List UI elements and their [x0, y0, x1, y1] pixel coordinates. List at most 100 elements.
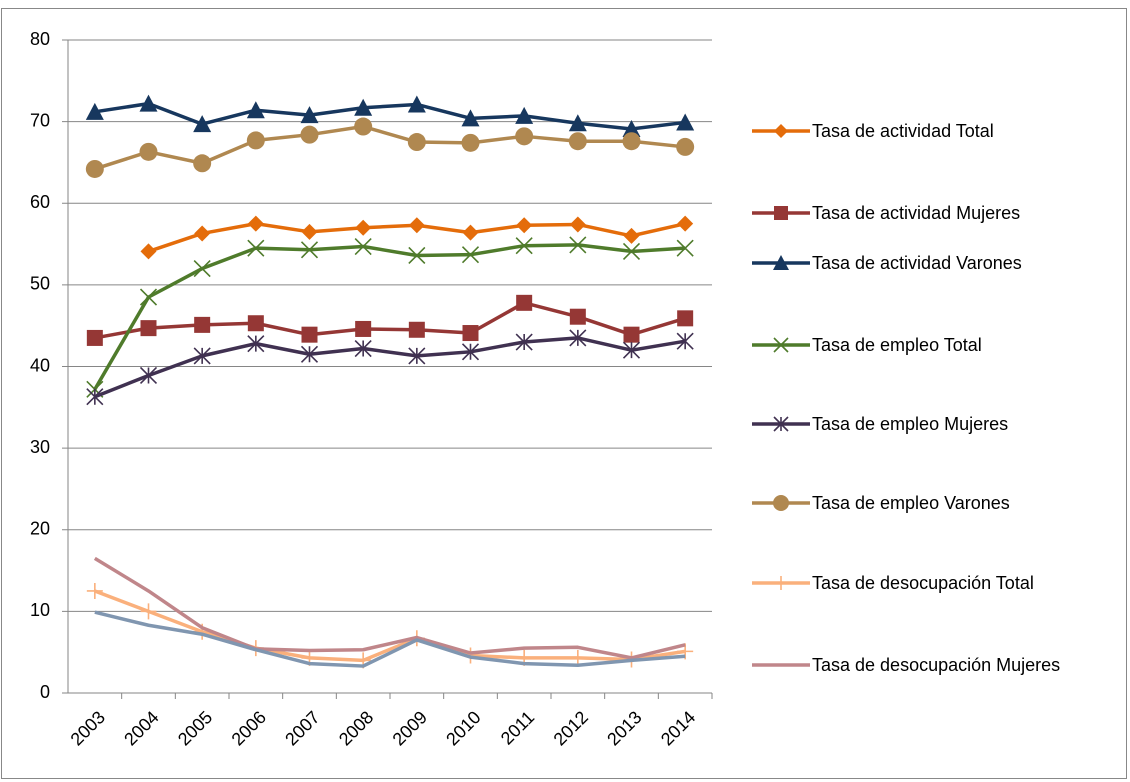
series-line [94, 336, 686, 399]
marker [247, 215, 264, 232]
marker [461, 343, 480, 361]
series-line [94, 124, 686, 171]
x-tick-label: 2013 [603, 707, 645, 749]
legend-symbol [752, 124, 810, 138]
marker [247, 239, 265, 257]
marker [407, 95, 426, 113]
legend-symbol [752, 663, 810, 667]
series-line [94, 589, 686, 663]
marker [140, 320, 157, 337]
marker [85, 159, 104, 178]
x-tick-label: 2008 [335, 707, 377, 749]
marker [568, 132, 587, 151]
marker [773, 255, 789, 270]
marker [516, 217, 533, 234]
legend-label: Tasa de desocupación Mujeres [812, 655, 1061, 675]
marker [193, 259, 211, 278]
marker [773, 416, 789, 432]
x-tick-label: 2004 [120, 707, 162, 749]
marker [139, 142, 158, 161]
marker [515, 106, 534, 124]
marker [408, 321, 425, 338]
series-line [94, 101, 686, 131]
marker [568, 114, 587, 132]
marker [623, 227, 640, 244]
legend-item: Tasa de empleo Mujeres [752, 410, 1112, 438]
marker [354, 98, 373, 116]
marker [515, 237, 533, 255]
marker [408, 246, 426, 265]
series-line [94, 610, 686, 668]
marker [408, 347, 426, 365]
marker [139, 366, 158, 385]
marker [140, 243, 157, 260]
marker [139, 288, 158, 306]
marker [193, 154, 212, 173]
marker [300, 241, 319, 259]
legend-item: Tasa de actividad Total [752, 117, 1112, 145]
legend-label: Tasa de empleo Total [812, 335, 982, 355]
marker [622, 132, 641, 151]
marker [676, 332, 694, 350]
marker [301, 223, 318, 240]
marker [569, 649, 586, 666]
series-line [94, 301, 686, 340]
legend-item: Tasa de desocupación Mujeres [752, 651, 1112, 679]
marker [86, 388, 104, 406]
x-tick-label: 2012 [550, 707, 592, 749]
legend-label: Tasa de actividad Mujeres [812, 203, 1021, 223]
x-tick-label: 2007 [281, 707, 323, 749]
marker [622, 341, 641, 359]
marker [462, 325, 479, 342]
x-tick-label: 2009 [389, 707, 431, 749]
marker [407, 133, 426, 152]
marker [247, 335, 265, 353]
legend-label: Tasa de empleo Mujeres [812, 414, 1009, 434]
legend-symbol [752, 206, 810, 220]
y-tick-label: 20 [30, 519, 50, 539]
legend-item: Tasa de actividad Varones [752, 249, 1112, 277]
marker [85, 102, 104, 120]
marker [355, 219, 372, 236]
legend-item: Tasa de empleo Total [752, 331, 1112, 359]
marker [676, 137, 695, 156]
marker [86, 329, 103, 346]
y-tick-label: 10 [30, 600, 50, 620]
legend-item: Tasa de empleo Varones [752, 489, 1112, 517]
y-tick-label: 50 [30, 274, 50, 294]
x-tick-label: 2011 [497, 707, 539, 749]
marker [86, 582, 103, 599]
marker [773, 337, 789, 353]
marker [774, 124, 788, 138]
x-tick-label: 2014 [657, 707, 699, 749]
marker [301, 326, 318, 343]
marker [515, 333, 533, 351]
marker [354, 339, 372, 358]
legend-item: Tasa de desocupación Total [752, 569, 1112, 597]
legend-symbol [752, 576, 810, 590]
y-tick-label: 80 [30, 29, 50, 49]
marker [193, 115, 212, 133]
marker [516, 294, 533, 311]
marker [569, 308, 586, 325]
marker [300, 125, 319, 144]
x-tick-label: 2010 [442, 707, 484, 749]
marker [462, 224, 479, 241]
x-tick-label: 2006 [228, 707, 270, 749]
y-tick-label: 70 [30, 110, 50, 130]
marker [247, 315, 264, 332]
y-tick-label: 30 [30, 437, 50, 457]
marker [408, 217, 425, 234]
marker [246, 101, 265, 119]
marker [622, 119, 641, 137]
legend-symbol [752, 337, 810, 353]
legend-item: Tasa de actividad Mujeres [752, 199, 1112, 227]
x-tick-label: 2003 [67, 707, 109, 749]
marker [194, 316, 211, 333]
marker [622, 242, 641, 260]
marker [194, 225, 211, 242]
marker [300, 345, 319, 363]
marker [676, 113, 695, 131]
series-line [93, 556, 686, 660]
